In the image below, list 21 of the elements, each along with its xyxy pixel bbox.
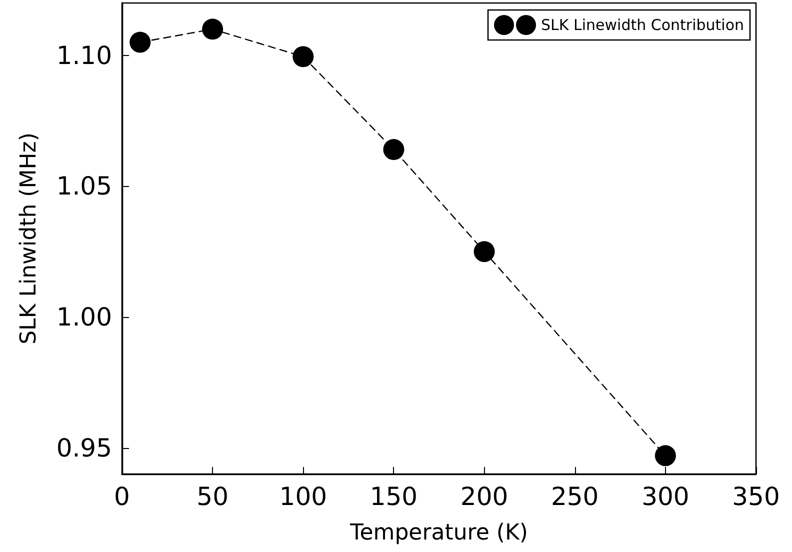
point: [202, 18, 224, 40]
point: [654, 445, 676, 466]
legend-label: SLK Linewidth Contribution: [541, 16, 744, 34]
x-tick-label: 100: [279, 482, 327, 511]
point: [383, 139, 404, 160]
x-tick-label: 250: [551, 482, 599, 511]
x-tick-label: 50: [196, 482, 228, 511]
x-tick-label: 150: [370, 482, 418, 511]
y-tick-label: 1.10: [56, 40, 112, 70]
y-tick-label: 0.95: [56, 433, 112, 462]
y-tick-label: 1.05: [56, 172, 112, 201]
x-tick-label: 200: [460, 482, 508, 511]
x-axis-title: Temperature (K): [349, 520, 528, 546]
point: [130, 32, 151, 53]
x-tick-label: 0: [114, 482, 130, 511]
y-axis-title: SLK Linwidth (MHz): [16, 132, 42, 344]
point: [474, 241, 495, 262]
x-tick-label: 300: [642, 482, 690, 511]
y-tick-label: 1.00: [56, 302, 112, 332]
x-tick-label: 350: [732, 482, 780, 511]
point: [292, 46, 314, 68]
